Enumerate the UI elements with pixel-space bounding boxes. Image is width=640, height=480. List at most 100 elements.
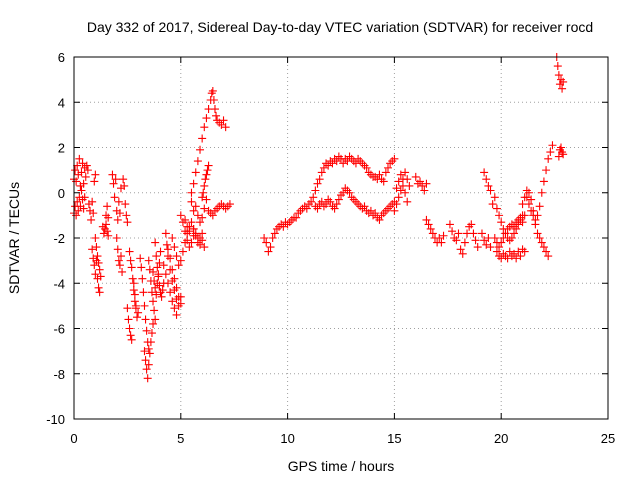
data-point bbox=[144, 360, 153, 369]
data-point bbox=[544, 154, 553, 163]
y-tick-label: -4 bbox=[53, 276, 65, 291]
data-point bbox=[104, 213, 113, 222]
data-point bbox=[161, 270, 170, 279]
data-point bbox=[122, 211, 131, 220]
data-point bbox=[488, 200, 497, 209]
data-point bbox=[392, 184, 401, 193]
data-point bbox=[191, 229, 200, 238]
data-point bbox=[535, 234, 544, 242]
data-point bbox=[157, 292, 166, 301]
data-point bbox=[88, 245, 97, 254]
data-point bbox=[176, 211, 185, 220]
data-point bbox=[307, 197, 316, 206]
data-point bbox=[73, 161, 82, 170]
data-point bbox=[366, 206, 375, 215]
data-point bbox=[524, 200, 533, 209]
y-tick-label: 0 bbox=[58, 186, 65, 201]
data-point bbox=[77, 186, 86, 195]
data-point bbox=[185, 243, 194, 252]
data-point bbox=[309, 193, 318, 202]
data-point bbox=[490, 234, 499, 242]
data-point bbox=[322, 200, 331, 209]
data-point bbox=[221, 123, 230, 132]
data-point bbox=[411, 172, 420, 181]
data-point bbox=[126, 331, 135, 340]
data-point bbox=[208, 211, 217, 220]
data-point bbox=[96, 272, 105, 281]
data-point bbox=[149, 267, 158, 276]
data-point bbox=[204, 161, 213, 170]
data-point bbox=[292, 213, 301, 222]
data-point bbox=[313, 204, 322, 213]
data-point bbox=[185, 227, 194, 236]
data-point bbox=[95, 288, 104, 297]
data-point bbox=[113, 215, 122, 224]
data-point bbox=[170, 304, 179, 313]
data-point bbox=[381, 168, 390, 177]
data-point bbox=[168, 234, 177, 242]
data-point bbox=[136, 254, 145, 263]
data-point bbox=[268, 234, 277, 242]
data-point bbox=[497, 238, 506, 247]
data-point bbox=[394, 177, 403, 186]
data-point bbox=[311, 186, 320, 195]
data-point bbox=[518, 218, 527, 227]
x-tick-label: 20 bbox=[494, 431, 508, 446]
data-point bbox=[537, 188, 546, 197]
data-point bbox=[262, 238, 271, 247]
data-point bbox=[458, 249, 467, 258]
data-point bbox=[471, 236, 480, 245]
data-point bbox=[115, 261, 124, 270]
data-point bbox=[439, 231, 448, 240]
data-point bbox=[150, 306, 159, 315]
data-point bbox=[490, 193, 499, 202]
data-point bbox=[492, 247, 501, 256]
data-point bbox=[505, 247, 514, 256]
data-point bbox=[315, 175, 324, 184]
data-point bbox=[467, 220, 476, 229]
y-tick-label: -10 bbox=[46, 412, 65, 427]
data-point bbox=[196, 240, 205, 249]
data-point bbox=[510, 229, 519, 238]
data-point bbox=[317, 197, 326, 206]
data-point bbox=[198, 134, 207, 143]
y-tick-label: -8 bbox=[53, 367, 65, 382]
data-point bbox=[416, 177, 425, 186]
data-point bbox=[166, 288, 175, 297]
data-point bbox=[200, 181, 209, 190]
data-point bbox=[159, 261, 168, 270]
data-point bbox=[187, 197, 196, 206]
data-point bbox=[516, 213, 525, 222]
data-point bbox=[163, 245, 172, 254]
data-point bbox=[126, 256, 135, 265]
data-point bbox=[557, 143, 566, 152]
data-point bbox=[198, 236, 207, 245]
data-point bbox=[501, 229, 510, 238]
data-point bbox=[210, 105, 219, 114]
data-point bbox=[116, 252, 125, 261]
data-point bbox=[163, 279, 172, 288]
data-point bbox=[151, 283, 160, 292]
x-tick-label: 25 bbox=[601, 431, 615, 446]
data-point bbox=[127, 263, 136, 272]
data-point bbox=[330, 204, 339, 213]
data-point bbox=[166, 254, 175, 263]
data-point bbox=[189, 224, 198, 233]
data-point bbox=[375, 170, 384, 179]
data-point bbox=[426, 224, 435, 233]
data-point bbox=[79, 204, 88, 213]
data-point bbox=[91, 234, 100, 242]
data-point bbox=[118, 267, 127, 276]
data-point bbox=[202, 170, 211, 179]
data-point bbox=[332, 200, 341, 209]
data-point bbox=[91, 170, 100, 179]
data-point bbox=[270, 229, 279, 238]
data-point bbox=[112, 234, 121, 242]
data-point bbox=[141, 315, 150, 324]
data-point bbox=[452, 236, 461, 245]
data-point bbox=[203, 166, 212, 175]
data-point bbox=[172, 283, 181, 292]
data-point bbox=[146, 338, 155, 347]
data-point bbox=[189, 179, 198, 188]
data-point bbox=[531, 220, 540, 229]
